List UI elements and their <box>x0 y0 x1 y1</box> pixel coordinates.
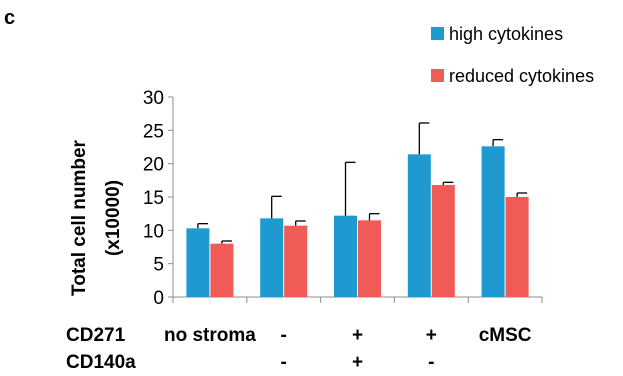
condition-value: - <box>428 352 434 373</box>
bar-reduced <box>431 185 455 297</box>
bar-reduced <box>505 197 529 297</box>
bar-reduced <box>358 220 381 297</box>
legend: high cytokines reduced cytokines <box>431 24 594 86</box>
condition-value: - <box>281 325 287 346</box>
condition-row-label: CD140a <box>66 352 136 373</box>
y-axis-title: Total cell number (x10000) <box>69 139 124 296</box>
condition-value: + <box>352 352 363 373</box>
y-tick-label: 10 <box>143 221 164 242</box>
bar-high <box>334 215 357 297</box>
y-axis-title-line-1: Total cell number <box>69 139 90 296</box>
panel-label: c <box>4 7 15 29</box>
legend-label-reduced: reduced cytokines <box>449 66 594 86</box>
condition-rows: CD271 no stroma - + + cMSC CD140a - + - <box>66 325 532 373</box>
condition-value: no stroma <box>164 325 256 346</box>
y-tick-label: 0 <box>153 288 164 309</box>
legend-label-high: high cytokines <box>449 24 563 44</box>
condition-value: cMSC <box>479 325 532 346</box>
y-tick-label: 25 <box>143 121 164 142</box>
condition-value: + <box>426 325 437 346</box>
y-tick-label: 5 <box>153 255 164 276</box>
y-tick-label: 30 <box>143 88 164 109</box>
condition-value: + <box>352 325 363 346</box>
axes: 0 5 10 15 20 25 30 <box>143 88 543 309</box>
bar-high <box>407 154 431 297</box>
condition-value: - <box>281 352 287 373</box>
y-tick-label: 20 <box>143 155 164 176</box>
bar-reduced <box>210 243 234 297</box>
bar-high <box>260 218 284 297</box>
y-axis-title-line-2: (x10000) <box>103 180 124 256</box>
bars <box>186 122 529 297</box>
bar-reduced <box>284 225 308 297</box>
legend-swatch-reduced <box>431 69 444 82</box>
bar-high <box>481 146 505 297</box>
condition-row-label: CD271 <box>66 325 126 346</box>
y-tick-label: 15 <box>143 188 164 209</box>
legend-swatch-high <box>431 27 444 40</box>
bar-high <box>186 228 210 297</box>
